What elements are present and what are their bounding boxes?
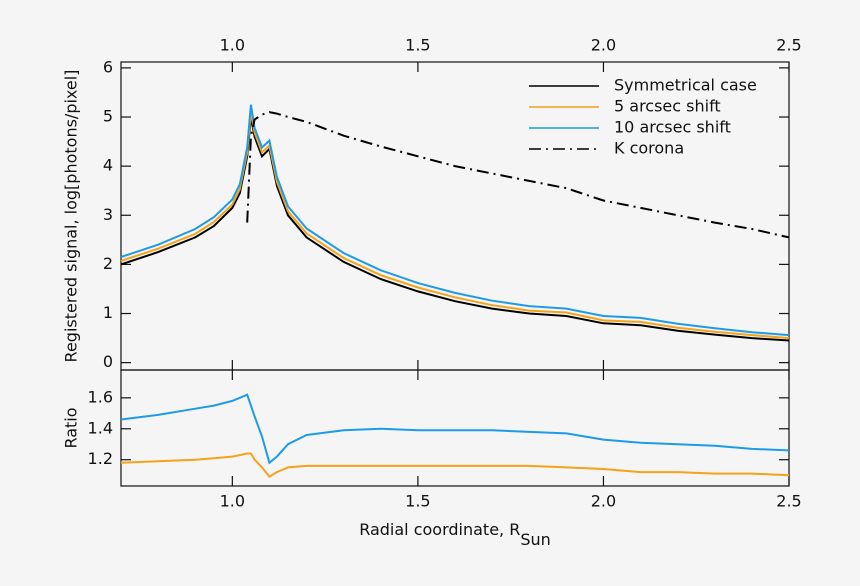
x-axis-label: Radial coordinate, RSun — [359, 520, 551, 549]
series-line — [120, 104, 790, 337]
y-tick-label: 0 — [103, 352, 113, 371]
y-tick-label: 1.2 — [88, 449, 113, 468]
y-tick-label: 5 — [103, 107, 113, 126]
x-tick-label: 1.5 — [405, 492, 430, 511]
y-tick-label: 4 — [103, 156, 113, 175]
series-line — [120, 116, 790, 342]
legend-label: 5 arcsec shift — [614, 97, 721, 116]
y-axis-label: Registered signal, log[photons/pixel] — [62, 70, 81, 363]
series-line — [120, 452, 790, 479]
x-tick-label: 1.0 — [220, 492, 245, 511]
x-tick-label: 2.5 — [776, 36, 801, 55]
legend-label: Symmetrical case — [614, 76, 757, 95]
y-tick-label: 2 — [103, 254, 113, 273]
legend-label: K corona — [614, 139, 684, 158]
x-tick-label: 1.0 — [220, 36, 245, 55]
x-tick-label: 2.0 — [591, 492, 616, 511]
x-tick-label: 2.0 — [591, 36, 616, 55]
y-tick-label: 1.4 — [88, 418, 113, 437]
series-line — [120, 111, 790, 340]
y-tick-label: 6 — [103, 57, 113, 76]
legend-label: 10 arcsec shift — [614, 118, 731, 137]
x-axis-label-sub: Sun — [520, 530, 550, 549]
y-axis-label: Ratio — [62, 407, 81, 448]
x-tick-label: 1.5 — [405, 36, 430, 55]
series-line — [120, 393, 790, 465]
x-axis-label-main: Radial coordinate, R — [359, 520, 520, 539]
y-tick-label: 3 — [103, 205, 113, 224]
x-tick-label: 2.5 — [776, 492, 801, 511]
plot-frame — [120, 369, 790, 487]
y-tick-label: 1.6 — [88, 387, 113, 406]
y-tick-label: 1 — [103, 303, 113, 322]
series-line — [246, 111, 790, 239]
